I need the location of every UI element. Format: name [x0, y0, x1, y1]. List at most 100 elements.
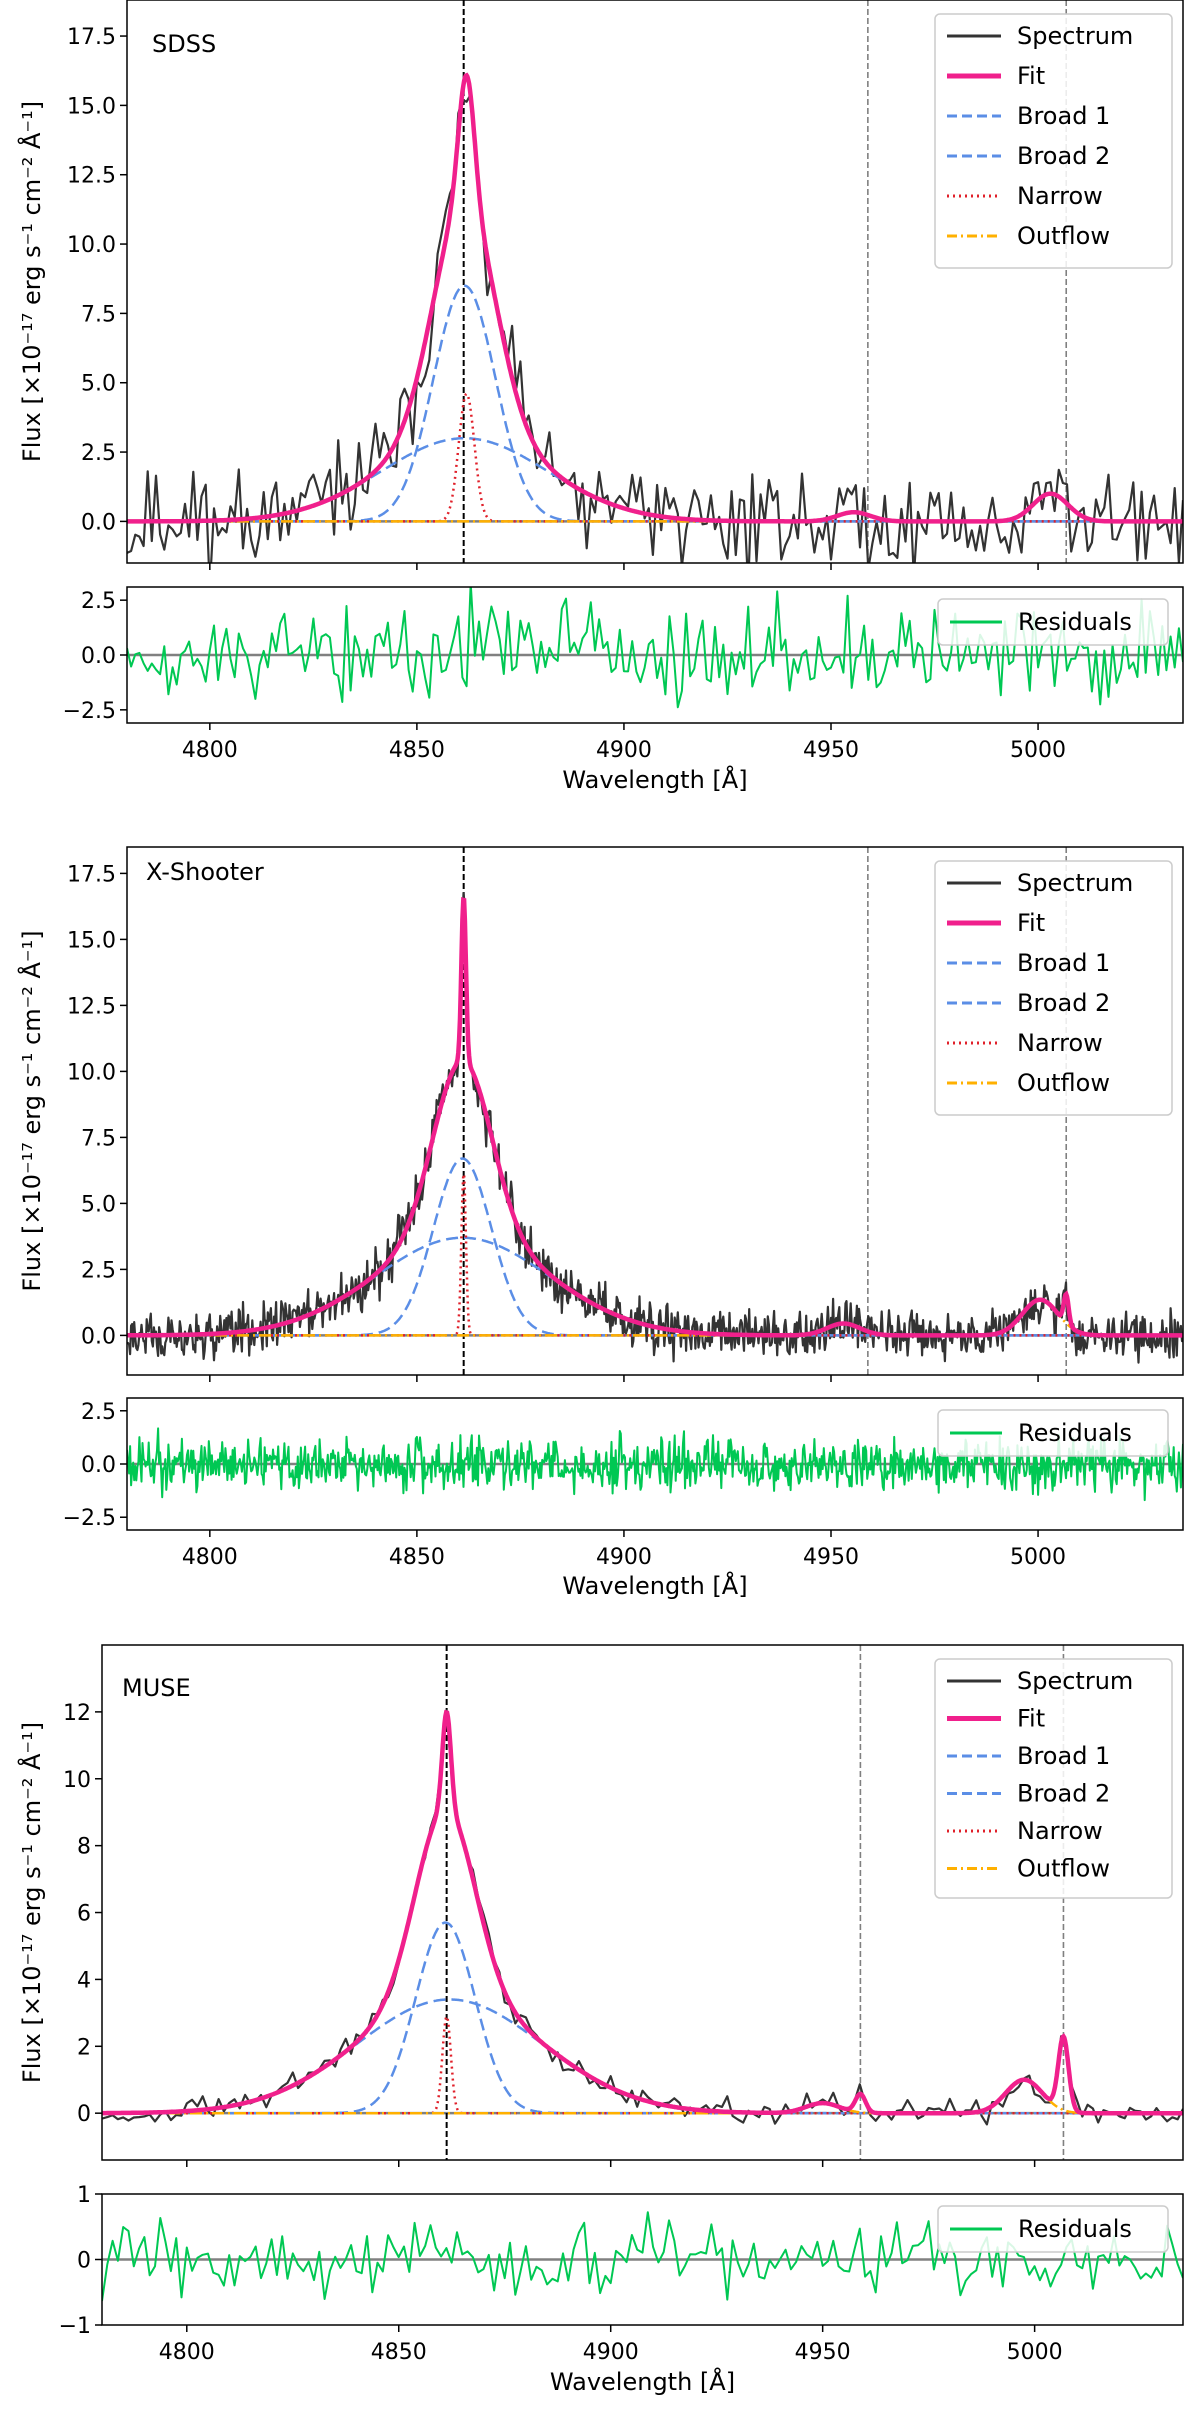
flux-ytick-label: 4	[77, 1968, 91, 1993]
xtick-label: 4850	[371, 2340, 427, 2365]
legend-label: Outflow	[1017, 222, 1110, 250]
legend-label: Fit	[1017, 1705, 1045, 1733]
xtick-label: 5000	[1010, 1545, 1066, 1570]
flux-ytick-label: 17.5	[67, 25, 116, 50]
flux-axes-frame	[101, 1644, 1184, 2161]
spectrum-series	[127, 93, 1183, 563]
xtick-label: 4800	[182, 738, 238, 763]
residual-legend-box	[937, 1409, 1169, 1457]
legend-label: Broad 1	[1017, 1742, 1110, 1770]
legend-label: Broad 2	[1017, 142, 1110, 170]
legend: Spectrum Fit Broad 1 Broad 2 Narrow Outflow	[934, 860, 1173, 1116]
legend-label: Fit	[1017, 62, 1045, 90]
legend-label: Narrow	[1017, 1817, 1103, 1845]
residual-ytick-label: 0	[77, 2249, 91, 2274]
flux-axis-label: Flux [×10⁻¹⁷ erg s⁻¹ cm⁻² Å⁻¹]	[17, 101, 46, 462]
flux-ytick-label: 15.0	[67, 928, 116, 953]
residual-ytick-label: −1	[59, 2314, 91, 2339]
xtick-label: 4900	[596, 738, 652, 763]
panel-label: X-Shooter	[146, 858, 264, 886]
flux-axis-label: Flux [×10⁻¹⁷ erg s⁻¹ cm⁻² Å⁻¹]	[17, 1722, 46, 2083]
residual-legend-box	[937, 598, 1169, 646]
residual-legend-box	[937, 2205, 1169, 2253]
flux-ytick-label: 15.0	[67, 94, 116, 119]
legend: Spectrum Fit Broad 1 Broad 2 Narrow Outflow	[934, 13, 1173, 269]
xtick-label: 5000	[1010, 738, 1066, 763]
flux-ytick-label: 8	[77, 1835, 91, 1860]
flux-ytick-label: 12.5	[67, 164, 116, 189]
residual-ytick-label: 2.5	[81, 1400, 116, 1425]
fit-series	[102, 1709, 1183, 2116]
spectrum-series	[102, 1709, 1183, 2126]
residual-plot-area	[102, 2211, 1183, 2302]
legend-label: Outflow	[1017, 1855, 1110, 1883]
flux-ytick-label: 10	[63, 1768, 91, 1793]
xtick-label: 4950	[795, 2340, 851, 2365]
flux-ytick-label: 2	[77, 2035, 91, 2060]
legend-label: Broad 2	[1017, 989, 1110, 1017]
flux-ytick-label: 10.0	[67, 1060, 116, 1085]
flux-plot-area	[102, 1645, 1183, 2160]
panel-x-shooter: 0.0 2.5 5.0 7.5 10.0 12.5 15.0 17.5 X-Shooter Flu…	[17, 846, 1184, 1600]
residual-series	[102, 2211, 1183, 2302]
fit-series	[127, 72, 1183, 524]
flux-ytick-label: 0	[77, 2102, 91, 2127]
legend-label: Fit	[1017, 909, 1045, 937]
xtick-label: 4950	[803, 738, 859, 763]
x-axis-label: Wavelength [Å]	[550, 2367, 735, 2396]
legend-label: Spectrum	[1017, 22, 1133, 50]
xtick-label: 4900	[596, 1545, 652, 1570]
legend-label: Broad 1	[1017, 949, 1110, 977]
flux-ytick-label: 0.0	[81, 510, 116, 535]
fit-series	[127, 897, 1183, 1338]
flux-ytick-label: 2.5	[81, 1258, 116, 1283]
xtick-label: 4950	[803, 1545, 859, 1570]
flux-ytick-label: 7.5	[81, 302, 116, 327]
residual-ytick-label: 0.0	[81, 644, 116, 669]
flux-ytick-label: 12	[63, 1701, 91, 1726]
flux-ytick-label: 5.0	[81, 1192, 116, 1217]
legend-label: Spectrum	[1017, 1667, 1133, 1695]
broad1-series	[127, 284, 1183, 523]
legend-label: Narrow	[1017, 1029, 1103, 1057]
x-axis-label: Wavelength [Å]	[562, 1571, 747, 1600]
flux-ytick-label: 10.0	[67, 233, 116, 258]
flux-axes-frame	[126, 846, 1184, 1376]
residual-ytick-label: 0.0	[81, 1453, 116, 1478]
residual-ytick-label: −2.5	[63, 699, 116, 724]
flux-ytick-label: 7.5	[81, 1126, 116, 1151]
legend-label: Spectrum	[1017, 869, 1133, 897]
legend-label: Broad 2	[1017, 1780, 1110, 1808]
panel-label: MUSE	[122, 1674, 191, 1702]
legend-label: Outflow	[1017, 1069, 1110, 1097]
residual-ytick-label: −2.5	[63, 1506, 116, 1531]
residual-ytick-label: 2.5	[81, 589, 116, 614]
x-axis-label: Wavelength [Å]	[562, 765, 747, 794]
flux-ytick-label: 17.5	[67, 862, 116, 887]
flux-plot-area	[127, 0, 1183, 563]
flux-ytick-label: 0.0	[81, 1324, 116, 1349]
residual-ytick-label: 1	[77, 2183, 91, 2208]
flux-ytick-label: 6	[77, 1902, 91, 1927]
flux-ytick-label: 5.0	[81, 372, 116, 397]
flux-axes-frame	[126, 0, 1184, 564]
residual-legend-label: Residuals	[1018, 1419, 1132, 1447]
residual-legend-label: Residuals	[1018, 2215, 1132, 2243]
xtick-label: 4900	[583, 2340, 639, 2365]
legend: Spectrum Fit Broad 1 Broad 2 Narrow Outflow	[934, 1658, 1173, 1899]
xtick-label: 4800	[182, 1545, 238, 1570]
xtick-label: 4850	[389, 738, 445, 763]
panel-sdss: 0.0 2.5 5.0 7.5 10.0 12.5 15.0 17.5 SDSS Flux [×1…	[17, 0, 1184, 794]
legend-label: Broad 1	[1017, 102, 1110, 130]
flux-ytick-label: 12.5	[67, 994, 116, 1019]
legend-label: Narrow	[1017, 182, 1103, 210]
flux-axis-label: Flux [×10⁻¹⁷ erg s⁻¹ cm⁻² Å⁻¹]	[17, 930, 46, 1291]
flux-ytick-label: 2.5	[81, 441, 116, 466]
xtick-label: 5000	[1007, 2340, 1063, 2365]
panel-label: SDSS	[152, 30, 216, 58]
xtick-label: 4850	[389, 1545, 445, 1570]
broad2-series	[127, 1236, 1183, 1337]
residual-legend-label: Residuals	[1018, 608, 1132, 636]
